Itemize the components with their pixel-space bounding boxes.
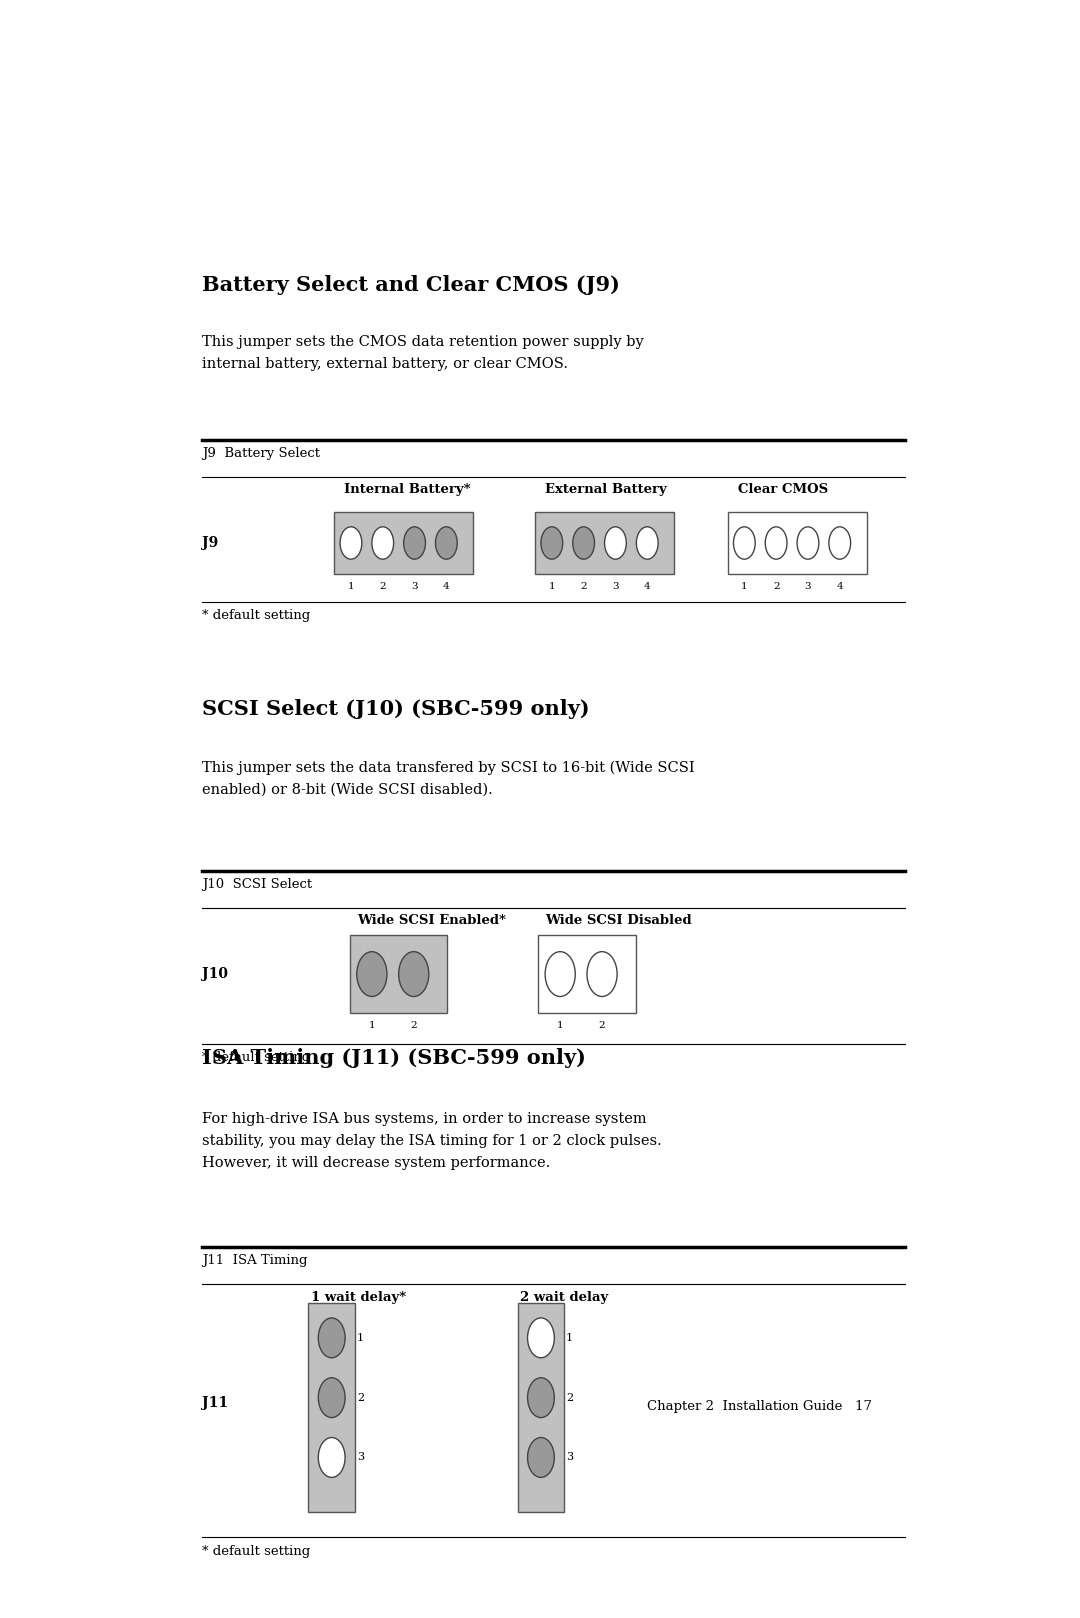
Text: 2: 2 [356,1393,364,1403]
Text: Internal Battery*: Internal Battery* [345,484,471,497]
Text: Chapter 2  Installation Guide   17: Chapter 2 Installation Guide 17 [647,1400,872,1413]
Text: 2: 2 [773,581,780,591]
Text: 2: 2 [379,581,386,591]
Circle shape [372,527,393,560]
Text: Wide SCSI Enabled*: Wide SCSI Enabled* [356,914,505,927]
Text: J10: J10 [202,968,228,981]
Text: 1: 1 [741,581,747,591]
Bar [539,935,635,1013]
Text: Battery Select and Clear CMOS (J9): Battery Select and Clear CMOS (J9) [202,275,620,294]
Circle shape [319,1379,346,1417]
Circle shape [404,527,426,560]
Text: 1: 1 [348,581,354,591]
Text: ISA Timing (J11) (SBC-599 only): ISA Timing (J11) (SBC-599 only) [202,1047,585,1068]
Circle shape [828,527,851,560]
Circle shape [797,527,819,560]
Circle shape [636,527,658,560]
Circle shape [319,1319,346,1358]
Bar [517,1302,565,1513]
Text: J11  ISA Timing: J11 ISA Timing [202,1254,308,1267]
Text: * default setting: * default setting [202,608,310,621]
Text: 4: 4 [443,581,449,591]
Text: 3: 3 [612,581,619,591]
Text: SCSI Select (J10) (SBC-599 only): SCSI Select (J10) (SBC-599 only) [202,699,590,718]
Circle shape [733,527,755,560]
Bar [334,511,473,574]
Circle shape [319,1437,346,1477]
Circle shape [340,527,362,560]
Text: 3: 3 [566,1453,573,1463]
Circle shape [527,1437,554,1477]
Text: J11: J11 [202,1396,228,1409]
Circle shape [588,951,617,997]
Text: 2: 2 [580,581,586,591]
Text: For high-drive ISA bus systems, in order to increase system
stability, you may d: For high-drive ISA bus systems, in order… [202,1112,662,1170]
Text: 3: 3 [805,581,811,591]
Bar [535,511,674,574]
Text: 1: 1 [566,1333,573,1343]
Text: 4: 4 [836,581,843,591]
Bar [308,1302,355,1513]
Text: 1: 1 [549,581,555,591]
Text: 1: 1 [356,1333,364,1343]
Bar [728,511,866,574]
Text: This jumper sets the CMOS data retention power supply by
internal battery, exter: This jumper sets the CMOS data retention… [202,335,644,371]
Text: 2 wait delay: 2 wait delay [521,1291,608,1304]
Circle shape [545,951,576,997]
Circle shape [527,1379,554,1417]
Text: 2: 2 [566,1393,573,1403]
Text: Clear CMOS: Clear CMOS [738,484,827,497]
Text: J10  SCSI Select: J10 SCSI Select [202,879,312,892]
Text: J9: J9 [202,536,218,550]
Text: 2: 2 [410,1021,417,1031]
Text: 1: 1 [557,1021,564,1031]
Text: Wide SCSI Disabled: Wide SCSI Disabled [545,914,692,927]
Text: * default setting: * default setting [202,1545,310,1558]
Text: 1: 1 [368,1021,375,1031]
Text: 2: 2 [598,1021,606,1031]
Circle shape [605,527,626,560]
Bar [350,935,447,1013]
Circle shape [766,527,787,560]
Circle shape [435,527,457,560]
Circle shape [399,951,429,997]
Text: J9  Battery Select: J9 Battery Select [202,447,320,460]
Circle shape [572,527,594,560]
Circle shape [541,527,563,560]
Text: 4: 4 [644,581,650,591]
Text: 3: 3 [356,1453,364,1463]
Text: 3: 3 [411,581,418,591]
Text: This jumper sets the data transfered by SCSI to 16-bit (Wide SCSI
enabled) or 8-: This jumper sets the data transfered by … [202,760,694,798]
Text: 1 wait delay*: 1 wait delay* [311,1291,406,1304]
Text: * default setting: * default setting [202,1052,310,1065]
Text: External Battery: External Battery [545,484,666,497]
Circle shape [527,1319,554,1358]
Circle shape [356,951,387,997]
